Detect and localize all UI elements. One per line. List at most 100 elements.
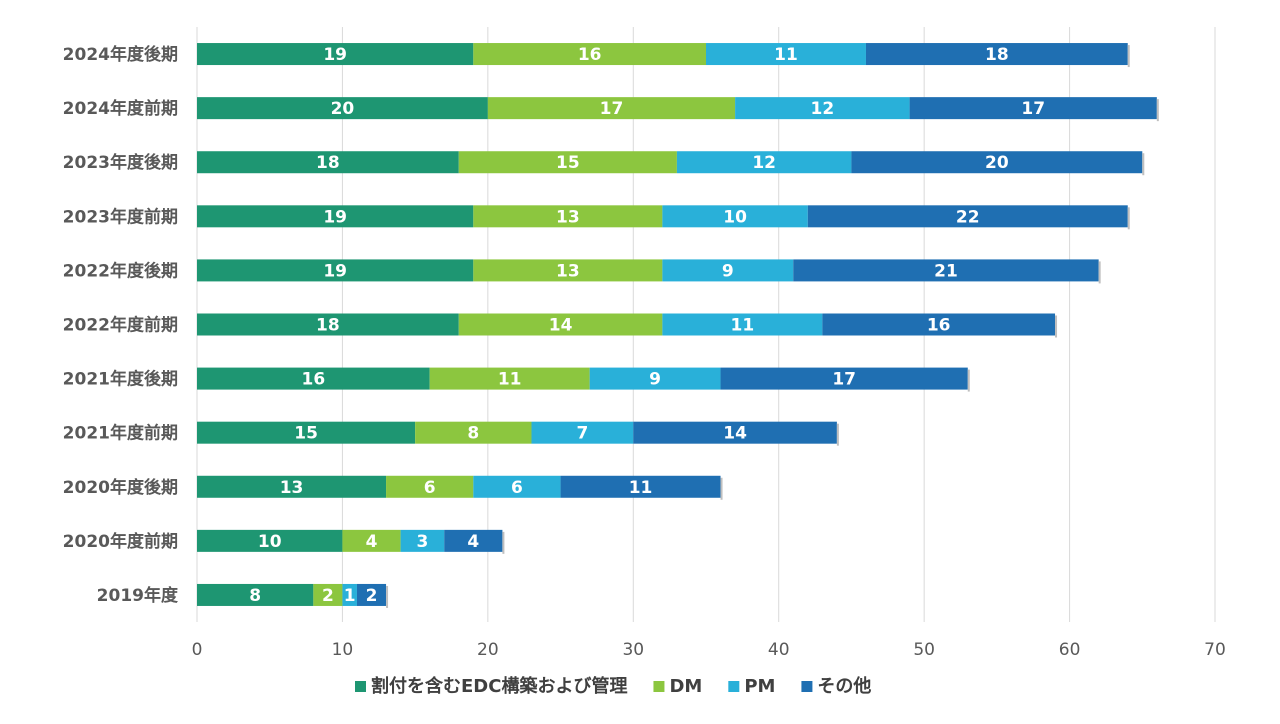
data-label: 3: [416, 532, 428, 552]
bar-shadow: [502, 531, 505, 554]
bar-segment: [909, 97, 1157, 120]
data-label: 11: [629, 478, 653, 498]
category-label: 2023年度後期: [63, 152, 178, 173]
bar-segment: [313, 583, 343, 606]
bar-segment: [473, 205, 663, 228]
data-label: 10: [258, 532, 282, 552]
legend-swatch: [801, 681, 813, 692]
bar-segment: [807, 205, 1128, 228]
bar-segment: [197, 97, 488, 120]
legend-item: 割付を含むEDC構築および管理: [355, 675, 627, 697]
bar-segment: [356, 583, 387, 606]
bar-segment: [386, 475, 474, 498]
bar-shadow: [720, 477, 723, 500]
bar-shadow: [1142, 153, 1145, 176]
category-axis: 2024年度後期 2024年度前期 2023年度後期 2023年度前期 2022年度後期…: [63, 44, 179, 606]
data-label: 4: [366, 532, 378, 552]
bar-segment: [473, 475, 561, 498]
bar-shadow: [386, 585, 389, 608]
category-label: 2024年度前期: [63, 98, 178, 119]
bar-segment: [400, 529, 445, 552]
bar-segment: [197, 313, 459, 336]
bar-segment: [735, 97, 910, 120]
bar-segment: [865, 43, 1128, 66]
bar-segment: [429, 367, 590, 390]
bar-segment: [444, 529, 503, 552]
category-label: 2023年度前期: [63, 206, 178, 227]
data-label: 14: [723, 424, 747, 444]
bars: [197, 43, 1159, 608]
bar-shadow: [1055, 315, 1058, 338]
x-tick-label: 70: [1204, 640, 1226, 660]
bar-segment: [197, 421, 416, 444]
legend-label: その他: [817, 675, 871, 697]
bar-segment: [197, 529, 343, 552]
data-label: 15: [556, 153, 580, 173]
bar-segment: [560, 475, 721, 498]
bar-segment: [197, 205, 474, 228]
data-label: 22: [956, 207, 980, 227]
bar-segment: [676, 151, 852, 174]
data-label: 18: [316, 316, 340, 336]
data-label: 2: [366, 586, 378, 606]
data-label: 13: [556, 207, 580, 227]
category-label: 2021年度前期: [63, 423, 178, 444]
x-tick-label: 10: [332, 640, 354, 660]
data-label: 12: [752, 153, 776, 173]
data-label: 18: [985, 45, 1009, 65]
bar-segment: [851, 151, 1143, 174]
bar-segment: [662, 313, 823, 336]
category-label: 2020年度前期: [63, 531, 178, 552]
data-label: 17: [832, 370, 856, 390]
bar-shadow: [1127, 45, 1130, 68]
legend-label: PM: [744, 676, 775, 697]
data-label: 9: [722, 261, 734, 281]
bar-shadow: [836, 423, 839, 446]
data-label: 7: [576, 424, 588, 444]
x-tick-label: 30: [622, 640, 644, 660]
bar-segment: [197, 583, 314, 606]
data-label: 19: [323, 45, 347, 65]
legend-item: DM: [653, 676, 702, 697]
bar-segment: [487, 97, 736, 120]
data-label: 14: [549, 316, 573, 336]
bar-segment: [662, 259, 794, 282]
bar-segment: [415, 421, 532, 444]
bar-segment: [822, 313, 1056, 336]
category-label: 2020年度後期: [63, 477, 178, 498]
bar-segment: [342, 529, 401, 552]
data-label: 4: [467, 532, 479, 552]
bar-segment: [197, 43, 474, 66]
data-label: 17: [600, 99, 624, 119]
bar-shadow: [1156, 99, 1159, 122]
bar-segment: [197, 151, 459, 174]
data-label: 11: [774, 45, 798, 65]
data-label: 16: [927, 316, 951, 336]
data-label: 11: [731, 316, 755, 336]
bar-segment: [531, 421, 634, 444]
data-label: 17: [1021, 99, 1045, 119]
data-label: 18: [316, 153, 340, 173]
data-label: 19: [323, 261, 347, 281]
bar-segment: [589, 367, 721, 390]
data-label: 9: [649, 370, 661, 390]
bar-segment: [793, 259, 1099, 282]
data-label: 20: [331, 99, 355, 119]
legend: 割付を含むEDC構築および管理 DM PM その他: [355, 675, 871, 697]
category-label: 2022年度前期: [63, 315, 178, 336]
bar-segment: [342, 583, 357, 606]
legend-item: その他: [801, 675, 871, 697]
bar-segment: [473, 259, 663, 282]
x-tick-label: 0: [192, 640, 203, 660]
category-label: 2024年度後期: [63, 44, 178, 65]
bar-segment: [197, 367, 430, 390]
data-label: 6: [424, 478, 436, 498]
category-label: 2021年度後期: [63, 369, 178, 390]
bar-segment: [473, 43, 706, 66]
data-label: 16: [302, 370, 326, 390]
x-tick-label: 40: [768, 640, 790, 660]
legend-label: 割付を含むEDC構築および管理: [371, 675, 627, 697]
bar-shadow: [1098, 261, 1101, 284]
